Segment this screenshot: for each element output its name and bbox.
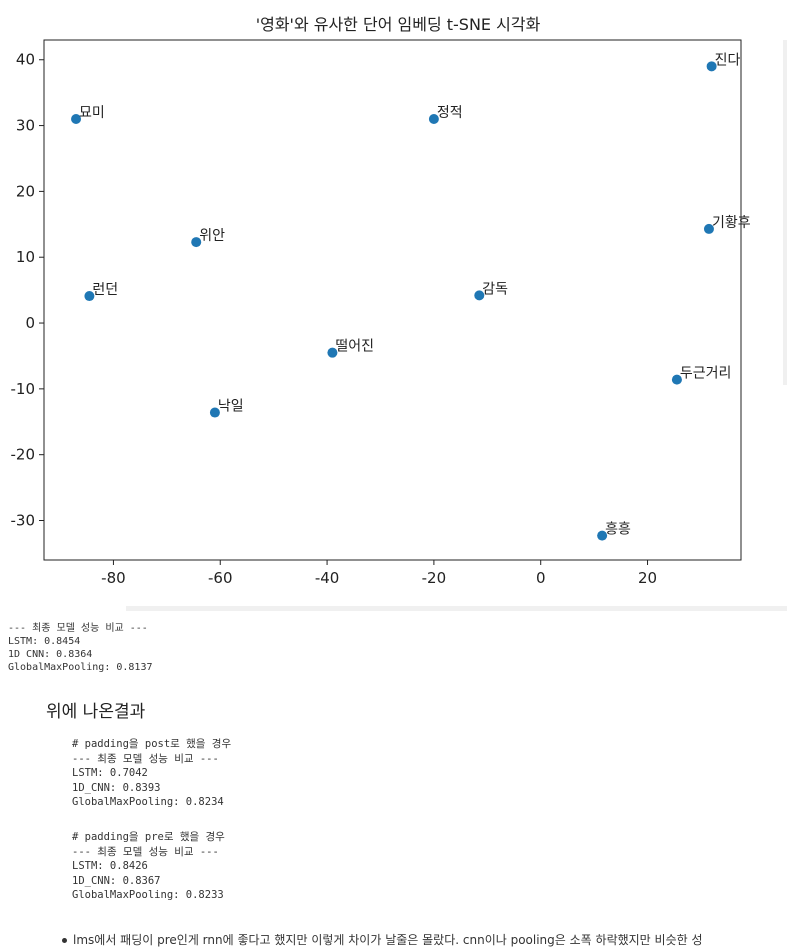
scatter-point [671,374,682,385]
bullet-dot-icon [62,938,67,943]
code-line: --- 최종 모델 성능 비교 --- [72,845,219,858]
y-tick-label: 10 [16,248,35,266]
scatter-point [71,113,82,124]
chart-title: '영화'와 유사한 단어 임베딩 t-SNE 시각화 [256,15,541,34]
point-label: 위안 [199,228,225,244]
point-label: 흥흥 [605,522,631,538]
scatter-point [706,61,717,72]
y-tick-label: 20 [16,182,35,200]
scatter-point [84,291,95,302]
code-line: LSTM: 0.8426 [72,860,148,872]
scatter-point [703,223,714,234]
code-block-post: # padding을 post로 했을 경우 --- 최종 모델 성능 비교 -… [72,737,231,810]
point-label: 런던 [92,282,118,298]
code-block-pre: # padding을 pre로 했을 경우 --- 최종 모델 성능 비교 --… [72,830,225,903]
stdout-line: GlobalMaxPooling: 0.8137 [8,662,153,673]
plot-area-frame [43,39,742,561]
code-line: GlobalMaxPooling: 0.8233 [72,889,224,901]
point-label: 떨어진 [335,339,374,355]
y-tick-label: -20 [11,446,36,464]
y-tick-label: 0 [25,314,35,332]
scatter-point [191,237,202,248]
tsne-scatter-chart: '영화'와 유사한 단어 임베딩 t-SNE 시각화 -80 -60 -40 -20 0… [11,15,751,587]
code-line: GlobalMaxPooling: 0.8234 [72,796,224,808]
x-tick-label: -20 [422,569,447,587]
scatter-point [428,113,439,124]
axis-ticks: -80 -60 -40 -20 0 20 40 30 20 10 0 -10 -20 -30 [11,51,658,587]
scatter-point [597,530,608,541]
y-tick-label: 40 [16,51,35,69]
stdout-line: 1D CNN: 0.8364 [8,649,93,660]
point-label: 기황후 [712,215,751,231]
stdout-line: LSTM: 0.8454 [8,636,81,647]
point-label: 낙일 [218,399,244,415]
y-tick-label: -30 [11,512,36,530]
code-line: # padding을 post로 했을 경우 [72,738,232,750]
bullet-text: lms에서 패딩이 pre인게 rnn에 좋다고 했지만 이렇게 차이가 날줄은… [73,933,703,947]
y-tick-label: 30 [16,117,35,135]
stdout-output: --- 최종 모델 성능 비교 --- LSTM: 0.8454 1D CNN:… [8,622,153,674]
code-line: --- 최종 모델 성능 비교 --- [72,752,219,765]
point-label: 두근거리 [680,366,732,382]
x-tick-label: -60 [208,569,233,587]
code-line: LSTM: 0.7042 [72,767,148,779]
right-edge-shadow [783,40,787,385]
point-label: 감독 [482,281,508,297]
section-heading: 위에 나온결과 [46,702,146,722]
scatter-point [209,407,220,418]
bullet-item: lms에서 패딩이 pre인게 rnn에 좋다고 했지만 이렇게 차이가 날줄은… [62,931,787,948]
tsne-scatter-figure: '영화'와 유사한 단어 임베딩 t-SNE 시각화 -80 -60 -40 -20 0… [11,15,751,587]
x-tick-label: 20 [638,569,657,587]
point-label: 묘미 [79,105,105,121]
x-tick-label: 0 [536,569,546,587]
scatter-points [71,61,717,541]
bottom-edge-shadow [126,606,787,611]
point-label: 정적 [437,105,463,121]
x-tick-label: -80 [101,569,126,587]
x-tick-label: -40 [315,569,340,587]
point-label: 진다 [715,52,741,68]
stdout-line: --- 최종 모델 성능 비교 --- [8,623,148,634]
code-line: # padding을 pre로 했을 경우 [72,831,225,843]
code-line: 1D_CNN: 0.8393 [72,781,161,794]
y-tick-label: -10 [11,380,36,398]
scatter-point [327,347,338,358]
scatter-point [474,290,485,301]
code-line: 1D_CNN: 0.8367 [72,874,161,887]
